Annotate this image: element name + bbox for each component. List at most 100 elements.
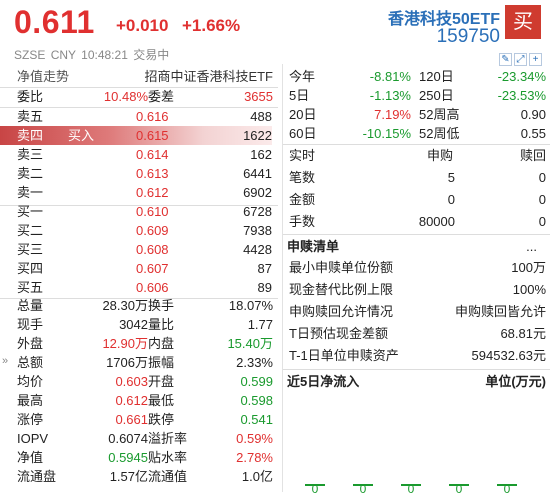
stat-label: 量比 <box>148 317 175 332</box>
stat-value: 0.603 <box>115 374 148 389</box>
ask-level-row[interactable]: 卖四 0.615 1622 <box>0 126 278 145</box>
expand-icon[interactable]: ⤢ <box>514 53 527 66</box>
inflow-bar <box>353 484 373 486</box>
more-icon[interactable]: ... <box>526 239 537 254</box>
stat-label: 净值 <box>17 450 44 465</box>
stat-value: 28.30万 <box>102 298 148 313</box>
ask-level-row[interactable]: 卖一 0.612 6902 <box>0 183 278 202</box>
perf-period-label: 250日 <box>419 88 454 103</box>
ask-level-row[interactable]: 卖五 0.616 488 <box>0 107 278 126</box>
ask-volume: 6441 <box>243 166 272 181</box>
bid-volume: 89 <box>257 280 272 295</box>
ask-price: 0.614 <box>136 147 169 162</box>
stat-row: 流通盘 1.57亿 流通值 1.0亿 <box>0 467 278 486</box>
sr-redeem-value: 0 <box>538 170 546 185</box>
inflow-bar <box>449 484 469 486</box>
inflow-value-label: 0 <box>359 482 367 496</box>
perf-return: -10.15% <box>362 126 411 141</box>
sr-subscribe-value: 0 <box>447 192 455 207</box>
sr-item-label: T日预估现金差额 <box>289 326 388 341</box>
stat-value: 12.90万 <box>102 336 148 351</box>
inflow-value-label: 0 <box>503 482 511 496</box>
quote-time: 10:48:21 <box>81 48 128 62</box>
inflow-value-label: 0 <box>407 482 415 496</box>
flow-title: 近5日净流入 <box>287 374 360 389</box>
ask-volume: 6902 <box>243 185 272 200</box>
inflow-bar <box>305 484 325 486</box>
stat-label: IOPV <box>17 431 49 446</box>
sr-item-value: 100% <box>512 282 546 297</box>
sr-item-label: T-1日单位申赎资产 <box>289 348 399 363</box>
perf-return: -8.81% <box>369 69 411 84</box>
bid-level-row[interactable]: 买四 0.607 87 <box>0 259 278 278</box>
nav-chart-link[interactable]: 净值走势 <box>17 69 70 84</box>
divider <box>283 144 550 145</box>
inflow-value-label: 0 <box>311 482 319 496</box>
security-code: 159750 <box>436 26 500 47</box>
perf-row: 20日 7.19% 52周高 0.90 <box>283 105 550 124</box>
sr-item-value: 68.81元 <box>500 326 546 341</box>
ask-volume: 162 <box>250 147 272 162</box>
sr-subscribe-value: 5 <box>447 170 455 185</box>
stat-row: IOPV 0.6074 溢折率 0.59% <box>0 429 278 448</box>
bid-level-label: 买一 <box>17 204 44 219</box>
sr-list-header: 申赎清单 ... <box>283 237 550 256</box>
stat-label: 跌停 <box>148 412 175 427</box>
bid-level-label: 买四 <box>17 261 44 276</box>
stat-label: 总量 <box>17 298 44 313</box>
trading-status: 交易中 <box>133 48 170 62</box>
ask-volume: 488 <box>250 109 272 124</box>
bid-level-row[interactable]: 买一 0.610 6728 <box>0 202 278 221</box>
order-book-panel: 净值走势 招商中证香港科技ETF 委比 10.48% 委差 3655 买入 卖五… <box>0 64 278 492</box>
stat-label: 开盘 <box>148 374 175 389</box>
ask-level-row[interactable]: 卖三 0.614 162 <box>0 145 278 164</box>
sr-subscribe-value: 80000 <box>418 214 455 229</box>
sr-list-title: 申赎清单 <box>287 239 340 254</box>
bid-volume: 6728 <box>243 204 272 219</box>
sr-header-redeem: 赎回 <box>519 148 546 163</box>
bid-level-label: 买二 <box>17 223 44 238</box>
perf-value: -23.34% <box>497 69 546 84</box>
bid-volume: 7938 <box>243 223 272 238</box>
stat-label: 流通盘 <box>17 469 57 484</box>
bid-level-row[interactable]: 买二 0.609 7938 <box>0 221 278 240</box>
ask-price: 0.612 <box>136 185 169 200</box>
stat-value: 18.07% <box>228 298 273 313</box>
bid-price: 0.607 <box>136 261 169 276</box>
sr-redeem-value: 0 <box>538 192 546 207</box>
perf-period-label: 今年 <box>289 69 316 84</box>
stat-value: 2.33% <box>236 355 273 370</box>
bid-level-row[interactable]: 买三 0.608 4428 <box>0 240 278 259</box>
inflow-value-label: 0 <box>455 482 463 496</box>
sr-row-label: 金额 <box>289 192 316 207</box>
sr-header-realtime: 实时 <box>289 148 316 163</box>
currency: CNY <box>50 48 76 62</box>
edit-icon[interactable]: ✎ <box>499 53 512 66</box>
perf-period-label: 52周高 <box>419 107 460 122</box>
stat-label: 换手 <box>148 298 175 313</box>
flow-unit: 单位(万元) <box>485 374 546 389</box>
stat-label: 现手 <box>17 317 44 332</box>
bid-level-row[interactable]: 买五 0.606 89 <box>0 278 278 297</box>
weibi-label: 委比 <box>17 89 44 104</box>
stat-value: 2.78% <box>236 450 273 465</box>
stat-value: 0.661 <box>115 412 148 427</box>
stat-value: 0.5945 <box>108 450 148 465</box>
price-change-pct: +1.66% <box>182 16 241 35</box>
quote-header: 0.611 +0.010 +1.66% SZSE CNY 10:48:21 交易… <box>0 0 550 66</box>
perf-value: -23.53% <box>497 88 546 103</box>
bid-price: 0.609 <box>136 223 169 238</box>
stat-value: 0.541 <box>240 412 273 427</box>
buy-button[interactable]: 买 <box>505 5 541 39</box>
perf-value: 0.55 <box>520 126 546 141</box>
last-price: 0.611 <box>14 4 95 40</box>
collapse-arrow-icon[interactable]: » <box>2 355 9 367</box>
add-icon[interactable]: + <box>529 53 542 66</box>
divider <box>0 87 278 88</box>
stat-value: 1.57亿 <box>109 469 148 484</box>
sr-item-label: 申购赎回允许情况 <box>289 304 394 319</box>
bid-price: 0.606 <box>136 280 169 295</box>
ask-level-row[interactable]: 卖二 0.613 6441 <box>0 164 278 183</box>
perf-period-label: 5日 <box>289 88 310 103</box>
ask-level-label: 卖二 <box>17 166 44 181</box>
